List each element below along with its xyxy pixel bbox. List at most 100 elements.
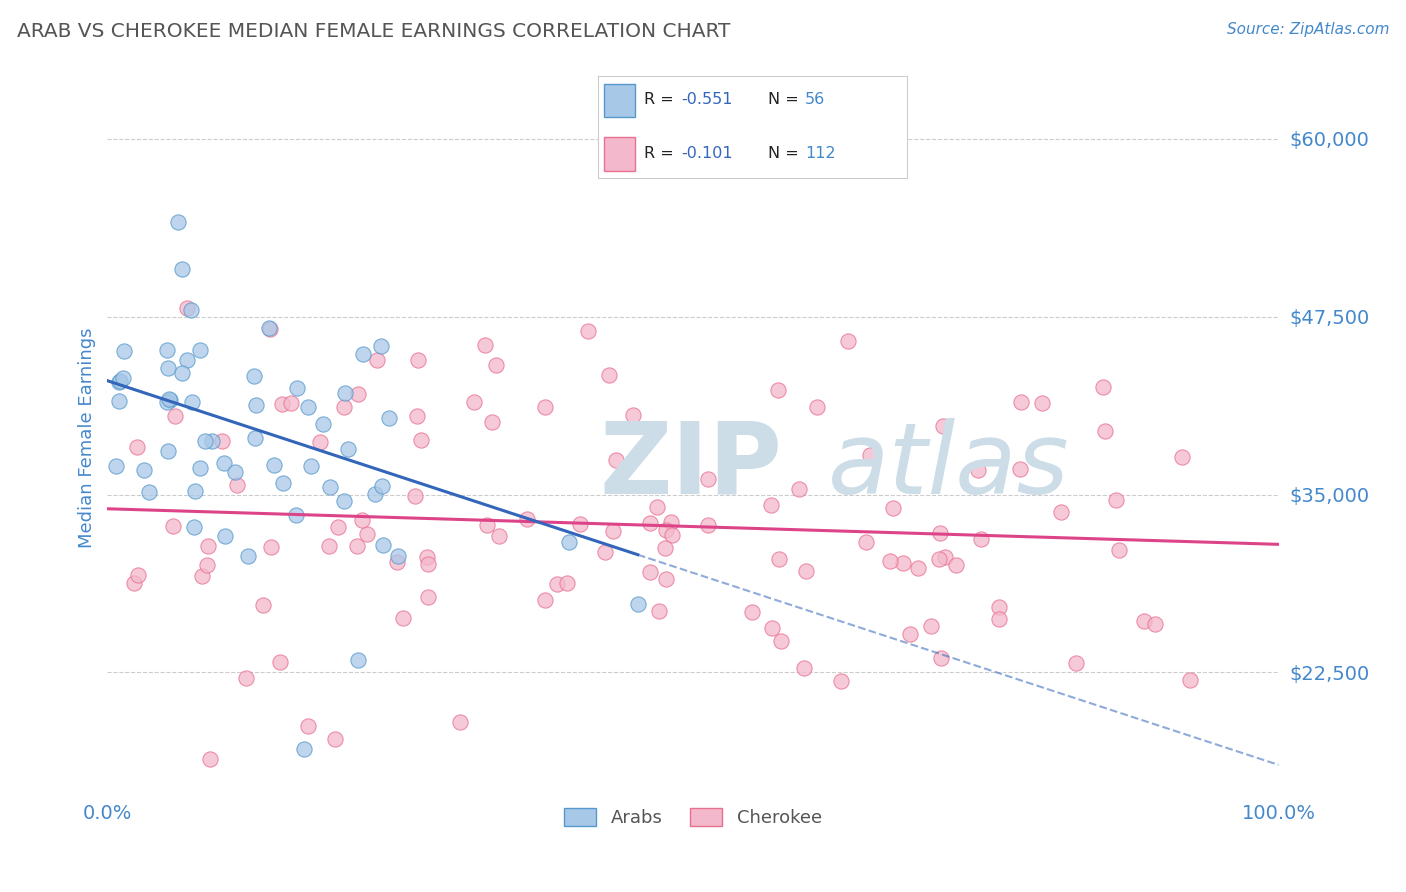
Point — [337, 442, 360, 456]
FancyBboxPatch shape — [603, 137, 634, 170]
Point — [156, 343, 179, 357]
Point — [474, 337, 496, 351]
Point — [172, 366, 194, 380]
Point — [605, 453, 627, 467]
Point — [188, 343, 211, 357]
Point — [333, 400, 356, 414]
Point — [299, 458, 322, 473]
Point — [346, 539, 368, 553]
Point — [122, 575, 145, 590]
Point — [214, 528, 236, 542]
Point — [648, 604, 671, 618]
Point — [159, 393, 181, 408]
Point — [347, 387, 370, 401]
Point — [1094, 424, 1116, 438]
Point — [138, 485, 160, 500]
Point — [1143, 617, 1166, 632]
Point — [697, 472, 720, 486]
Point — [859, 448, 882, 462]
Point — [167, 215, 190, 229]
Point — [770, 634, 793, 648]
Point — [333, 494, 356, 508]
Point — [259, 322, 281, 336]
Point — [211, 434, 233, 448]
Point — [555, 575, 578, 590]
Point — [165, 409, 187, 423]
Y-axis label: Median Female Earnings: Median Female Earnings — [79, 327, 96, 548]
Point — [1108, 542, 1130, 557]
Point — [1010, 395, 1032, 409]
Point — [516, 512, 538, 526]
Point — [987, 612, 1010, 626]
Point — [156, 443, 179, 458]
Point — [243, 369, 266, 384]
Point — [297, 719, 319, 733]
Point — [891, 556, 914, 570]
Point — [195, 558, 218, 572]
Point — [966, 463, 988, 477]
Point — [406, 409, 429, 424]
Point — [156, 395, 179, 409]
Point — [346, 653, 368, 667]
Point — [987, 599, 1010, 614]
Point — [654, 572, 676, 586]
Text: -0.101: -0.101 — [681, 146, 733, 161]
Point — [920, 619, 942, 633]
Point — [371, 478, 394, 492]
Point — [194, 434, 217, 449]
Point — [882, 501, 904, 516]
Point — [759, 498, 782, 512]
Text: ZIP: ZIP — [599, 417, 782, 515]
Point — [627, 597, 650, 611]
Point — [224, 465, 246, 479]
Point — [156, 361, 179, 376]
Point — [326, 519, 349, 533]
Point — [659, 515, 682, 529]
Point — [485, 359, 508, 373]
Point — [1133, 614, 1156, 628]
Point — [576, 324, 599, 338]
Point — [661, 527, 683, 541]
Point — [404, 489, 426, 503]
Point — [855, 535, 877, 549]
Text: atlas: atlas — [828, 417, 1070, 515]
Point — [188, 461, 211, 475]
Point — [319, 479, 342, 493]
Point — [127, 440, 149, 454]
Point — [378, 411, 401, 425]
Point — [463, 395, 485, 409]
Point — [623, 409, 645, 423]
Point — [934, 550, 956, 565]
Point — [602, 524, 624, 538]
Point — [318, 539, 340, 553]
Point — [931, 418, 953, 433]
Text: R =: R = — [644, 93, 679, 107]
Point — [245, 398, 267, 412]
Point — [654, 541, 676, 555]
Point — [200, 751, 222, 765]
Point — [108, 375, 131, 389]
Point — [768, 552, 790, 566]
Point — [387, 549, 409, 564]
Point — [558, 535, 581, 549]
Point — [929, 651, 952, 665]
Point — [387, 555, 409, 569]
Point — [108, 374, 131, 388]
Point — [176, 301, 198, 316]
Point — [645, 500, 668, 515]
Point — [236, 549, 259, 564]
Point — [245, 431, 267, 445]
Point — [794, 564, 817, 578]
Point — [352, 347, 374, 361]
Point — [111, 371, 134, 385]
Point — [1180, 673, 1202, 687]
Point — [787, 482, 810, 496]
Point — [945, 558, 967, 573]
Point — [928, 552, 950, 566]
Point — [898, 626, 921, 640]
Point — [568, 516, 591, 531]
Point — [1066, 656, 1088, 670]
Point — [127, 568, 149, 582]
Point — [1031, 395, 1053, 409]
Point — [411, 433, 433, 447]
